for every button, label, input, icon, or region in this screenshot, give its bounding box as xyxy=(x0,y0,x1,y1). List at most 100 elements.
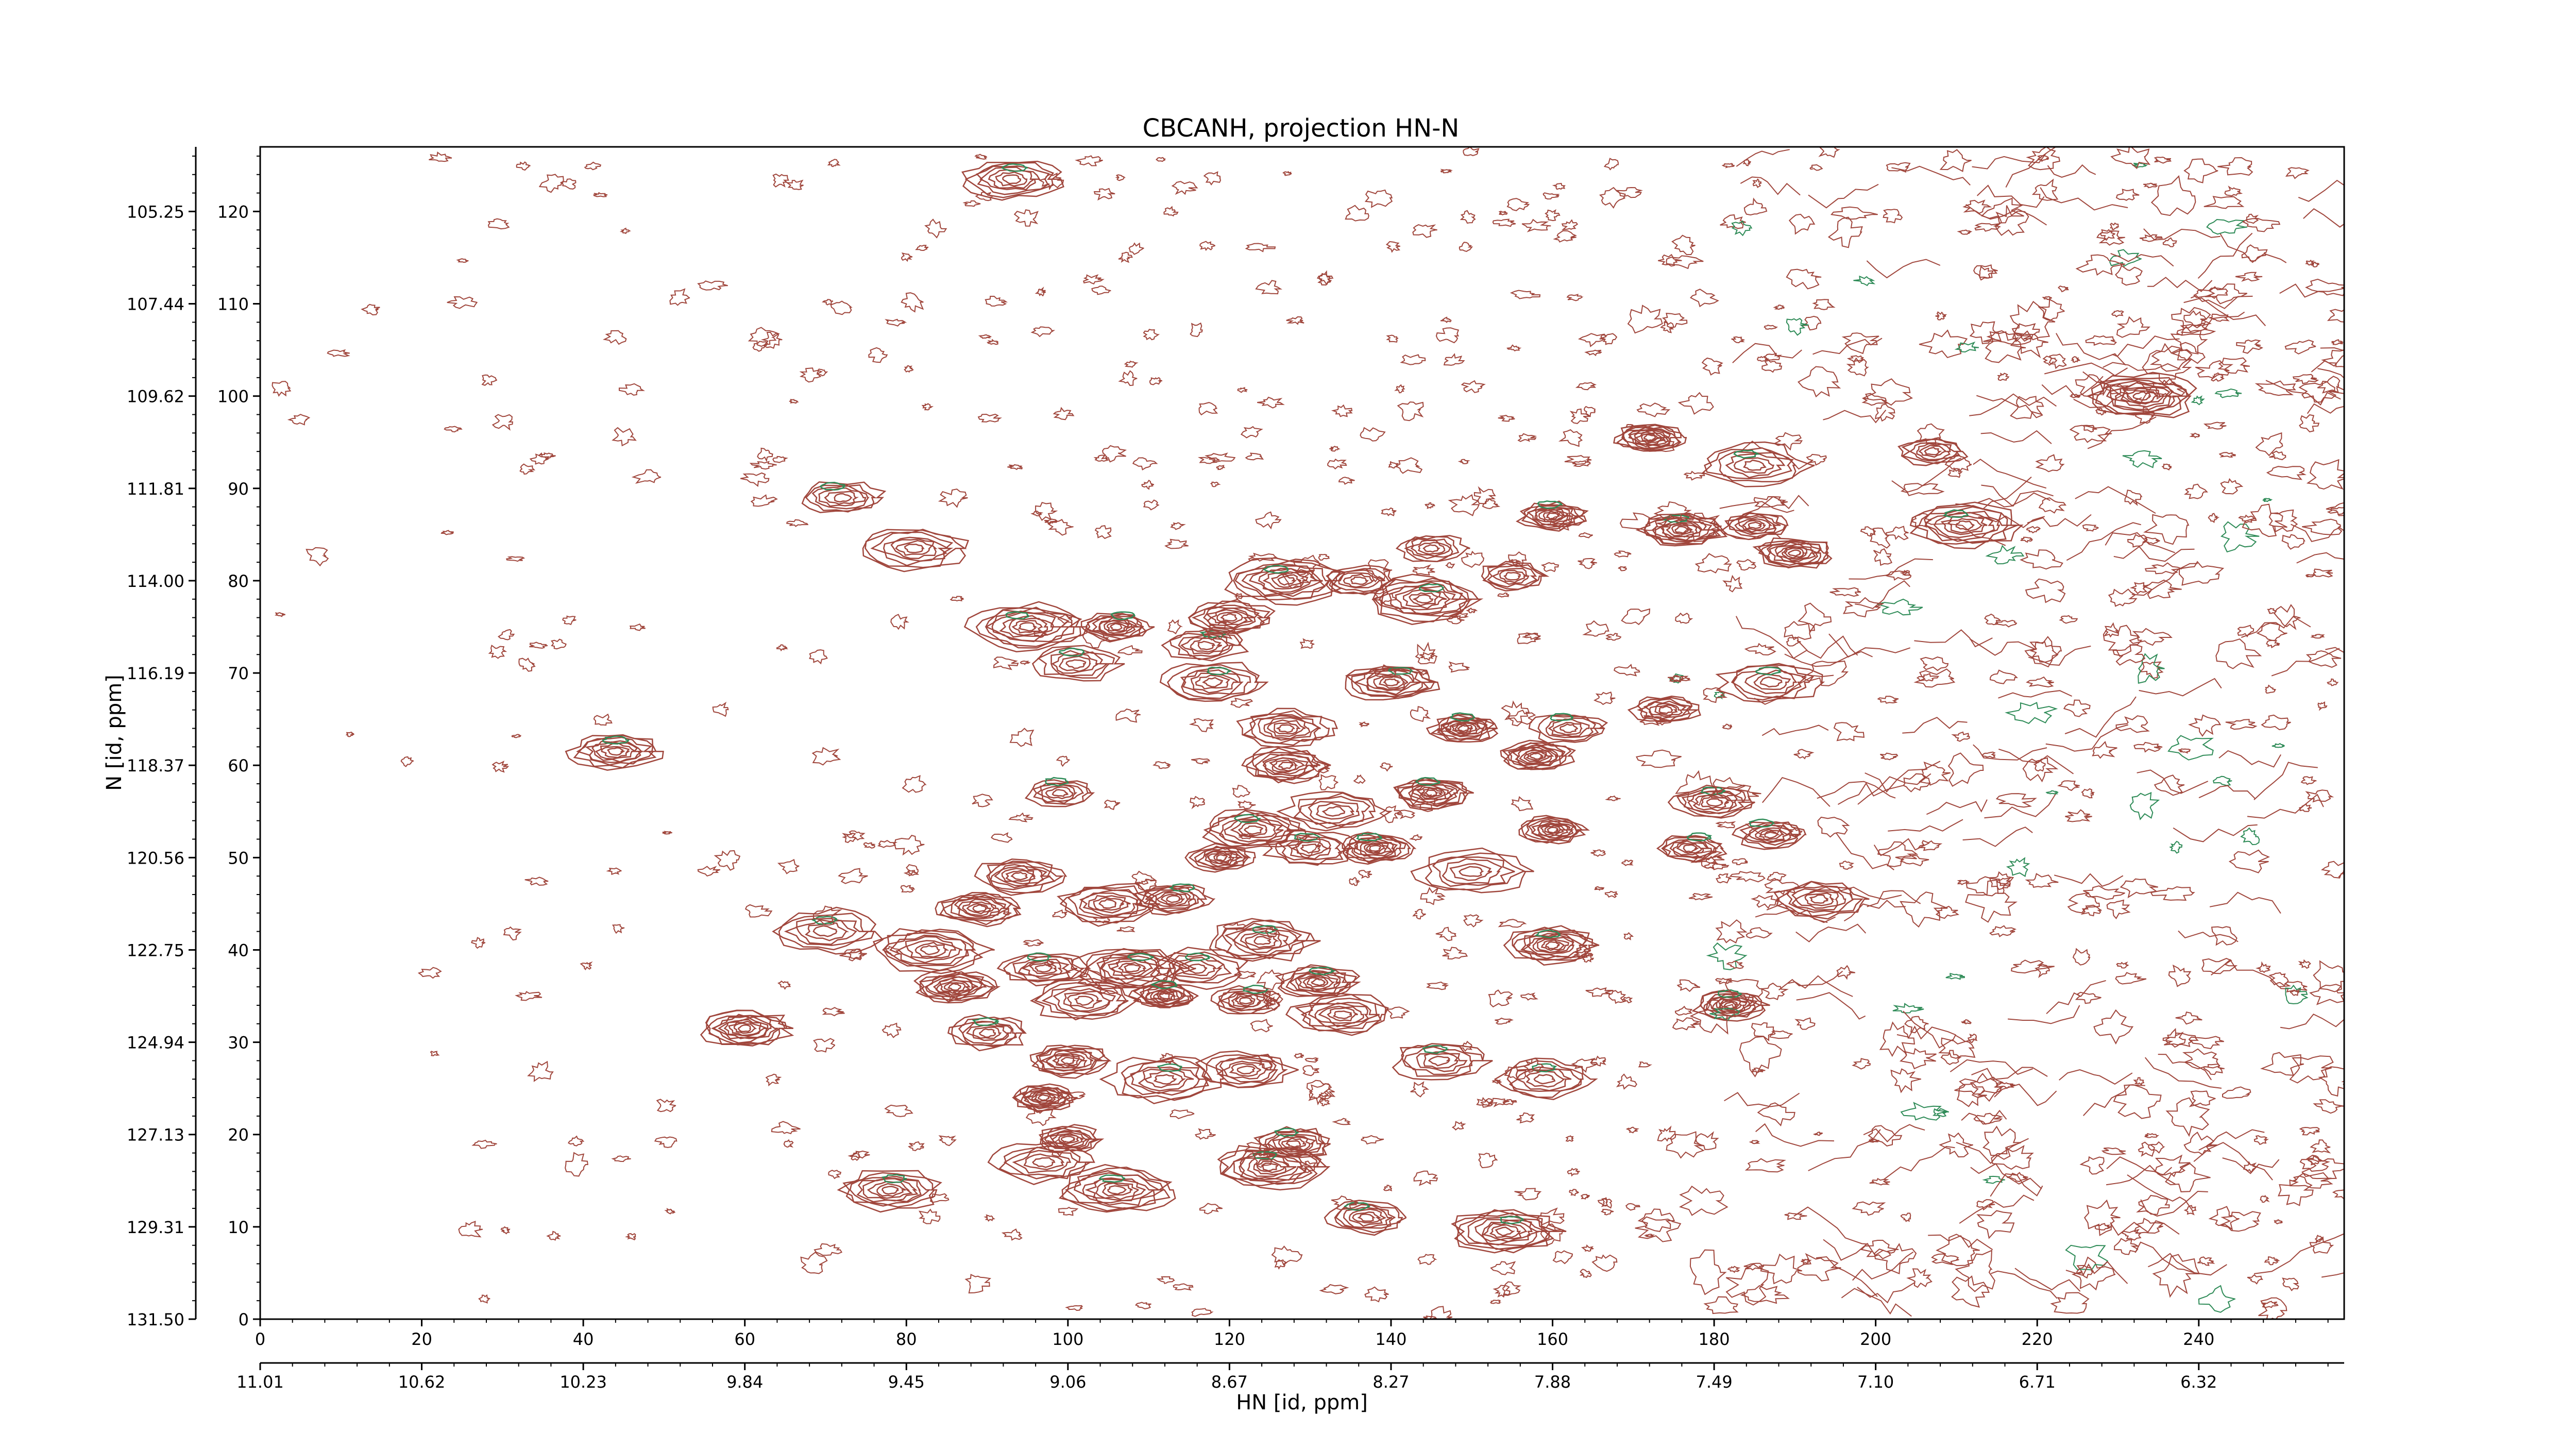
noise-contour xyxy=(515,991,543,1001)
noise-contour xyxy=(786,519,809,527)
peak-contour xyxy=(1351,668,1433,699)
noise-contour xyxy=(2285,167,2310,179)
noise-contour xyxy=(2064,696,2137,738)
peak-contour xyxy=(1520,933,1588,959)
noise-contour xyxy=(1991,1270,2058,1299)
peak-contour xyxy=(1456,724,1471,732)
noise-contour xyxy=(2215,638,2262,669)
noise-contour xyxy=(538,452,556,460)
noise-contour xyxy=(1701,855,1718,870)
noise-contour xyxy=(1973,264,1998,279)
noise-contour xyxy=(1614,550,1632,558)
noise-contour xyxy=(2165,1097,2210,1137)
peak-contour xyxy=(1448,720,1482,736)
peak-contour xyxy=(1276,790,1393,832)
noise-contour xyxy=(1957,880,1970,885)
noise-contour xyxy=(1075,155,1103,166)
y-index-tick-label: 30 xyxy=(228,1033,249,1053)
noise-contour xyxy=(611,1155,631,1162)
noise-contour xyxy=(1818,147,1840,158)
peak-contour xyxy=(1545,941,1561,950)
noise-contour xyxy=(1163,206,1179,217)
noise-contour xyxy=(1143,499,1160,511)
noise-contour xyxy=(1981,484,2050,507)
peak-contour xyxy=(737,1024,751,1033)
noise-contour xyxy=(550,638,567,650)
peak-contour xyxy=(1123,964,1142,973)
peak-contour xyxy=(1402,589,1447,610)
noise-contour xyxy=(1445,562,1455,569)
peak-contour xyxy=(1924,447,1942,456)
noise-contour xyxy=(2022,757,2059,783)
noise-contour xyxy=(1160,1053,1175,1065)
noise-contour xyxy=(2040,187,2128,211)
noise-contour xyxy=(2325,647,2344,653)
noise-contour xyxy=(697,280,728,291)
noise-contour xyxy=(1808,1129,1881,1171)
noise-contour xyxy=(868,347,888,363)
noise-contour xyxy=(1035,501,1058,521)
noise-contour xyxy=(593,192,608,197)
noise-contour xyxy=(2050,1292,2090,1314)
noise-contour xyxy=(1788,213,1816,235)
noise-contour xyxy=(2069,393,2081,398)
noise-contour xyxy=(1052,909,1067,919)
noise-contour xyxy=(1286,316,1304,325)
noise-contour xyxy=(2147,277,2213,292)
noise-contour xyxy=(2203,422,2227,430)
peak-contour xyxy=(1190,672,1241,694)
noise-contour xyxy=(2171,342,2206,364)
noise-contour xyxy=(456,258,469,263)
noise-contour xyxy=(2083,1199,2121,1236)
peak-contour xyxy=(795,919,858,945)
noise-contour xyxy=(1253,1153,1273,1168)
noise-contour xyxy=(2063,699,2091,717)
peak-contour xyxy=(1315,802,1355,820)
noise-contour xyxy=(2065,809,2092,822)
noise-contour xyxy=(985,295,1008,307)
peak-contour xyxy=(1526,504,1581,528)
noise-contour xyxy=(1504,1065,1527,1080)
noise-contour xyxy=(2005,702,2058,724)
noise-contour xyxy=(2220,478,2244,495)
noise-contour xyxy=(1271,1245,1303,1266)
peak-contour xyxy=(979,166,1041,191)
noise-contour xyxy=(1506,198,1530,211)
noise-contour xyxy=(1190,796,1206,810)
noise-contour xyxy=(712,701,729,717)
negative-contour xyxy=(1262,565,1289,574)
noise-contour xyxy=(1888,819,1963,832)
negative-contour xyxy=(1098,1174,1126,1183)
noise-contour xyxy=(1093,454,1110,462)
peak-contour xyxy=(1245,933,1279,949)
noise-contour xyxy=(2144,1057,2222,1089)
noise-contour xyxy=(2058,285,2069,293)
peak-contour xyxy=(723,1019,767,1037)
noise-contour xyxy=(1623,932,1634,940)
noise-contour xyxy=(1044,518,1059,525)
noise-contour xyxy=(2197,232,2253,279)
x-index-tick-label: 240 xyxy=(2183,1329,2214,1349)
noise-contour xyxy=(1293,1053,1304,1059)
peak-contour xyxy=(1297,974,1340,992)
peak-contour xyxy=(1160,894,1185,905)
peak-contour xyxy=(1031,1092,1058,1104)
peak-contour xyxy=(1532,936,1573,954)
noise-contour xyxy=(519,463,536,475)
peak-contour xyxy=(1103,620,1131,634)
noise-contour xyxy=(1979,265,1994,281)
peak-contour xyxy=(1416,1051,1468,1072)
noise-contour xyxy=(777,980,791,990)
noise-contour xyxy=(2102,384,2154,405)
noise-contour xyxy=(2045,724,2129,752)
noise-contour xyxy=(1745,823,1802,838)
noise-contour xyxy=(2026,676,2054,688)
peak-contour xyxy=(1032,782,1092,805)
peak-contour xyxy=(1540,939,1565,951)
noise-contour xyxy=(1575,382,1597,391)
noise-contour xyxy=(2116,316,2151,338)
peak-contour xyxy=(1326,568,1392,594)
x-index-axis: 0 20 40 60 80 100 120 140 160 180 200 220 240 xyxy=(255,1319,2329,1349)
noise-contour xyxy=(1736,559,1757,571)
peak-contour xyxy=(1545,717,1597,738)
